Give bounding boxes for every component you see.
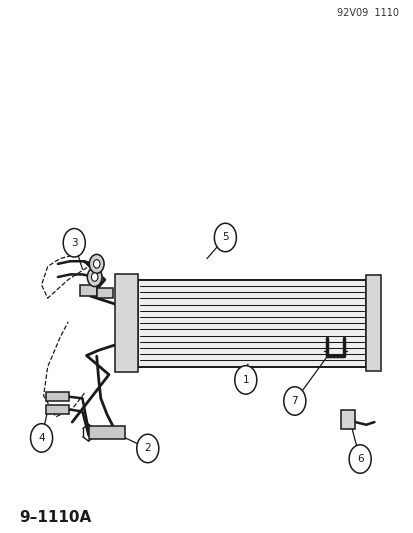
Circle shape [63, 229, 85, 257]
Circle shape [93, 260, 100, 268]
Bar [46, 392, 69, 401]
Circle shape [234, 366, 256, 394]
Text: 4: 4 [38, 433, 45, 443]
Bar [46, 405, 69, 414]
Circle shape [348, 445, 370, 473]
Text: 92V09  1110: 92V09 1110 [336, 7, 398, 18]
Bar [137, 280, 366, 367]
Bar [115, 274, 137, 372]
Text: 1: 1 [242, 375, 249, 385]
Bar [97, 288, 113, 298]
Circle shape [89, 254, 104, 273]
Circle shape [283, 387, 305, 415]
Circle shape [31, 424, 52, 452]
Text: 9–1110A: 9–1110A [19, 510, 91, 525]
Text: 6: 6 [356, 454, 363, 464]
Bar [80, 285, 97, 295]
Circle shape [91, 273, 98, 281]
Bar [340, 410, 354, 429]
Text: 5: 5 [221, 232, 228, 243]
Text: 2: 2 [144, 443, 151, 454]
Text: 7: 7 [291, 396, 297, 406]
Circle shape [214, 223, 236, 252]
Text: 3: 3 [71, 238, 77, 248]
Circle shape [87, 268, 102, 287]
Bar [366, 276, 380, 371]
Bar [88, 426, 125, 439]
Circle shape [136, 434, 159, 463]
